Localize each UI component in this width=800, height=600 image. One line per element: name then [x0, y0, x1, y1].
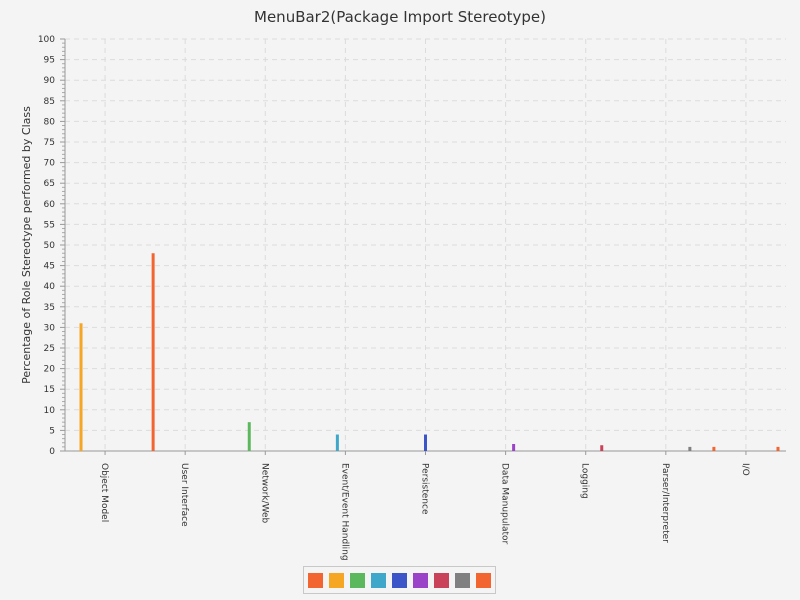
legend-swatch [392, 572, 407, 588]
y-tick-label: 25 [44, 344, 55, 354]
y-tick-label: 80 [44, 117, 56, 127]
y-axis-label: Percentage of Role Stereotype performed … [20, 106, 33, 384]
legend-swatch [434, 572, 449, 588]
y-tick-label: 20 [44, 365, 56, 375]
x-tick-label: Data Manupulator [500, 463, 510, 545]
legend-swatch [476, 572, 491, 588]
bar [247, 422, 251, 451]
y-tick-label: 100 [38, 35, 55, 45]
y-tick-label: 5 [49, 426, 55, 436]
legend-swatch [329, 572, 344, 588]
legend [303, 566, 496, 594]
y-tick-label: 75 [44, 138, 55, 148]
x-tick-label: Persistence [420, 463, 430, 515]
x-tick-label: Logging [580, 463, 590, 499]
chart-title: MenuBar2(Package Import Stereotype) [254, 8, 546, 26]
bar [151, 253, 155, 451]
bar [712, 446, 716, 451]
bar [600, 445, 604, 451]
y-tick-label: 70 [44, 159, 56, 169]
bar-layer [79, 253, 780, 451]
y-tick-label: 10 [44, 406, 56, 416]
x-tick-label: User Interface [179, 463, 189, 527]
axis-layer: 0 5 10 15 20 25 30 35 40 45 50 55 60 65 70 75 80 85 90 95 10… [38, 35, 786, 561]
legend-swatch [371, 572, 386, 588]
y-tick-label: 15 [44, 385, 55, 395]
x-tick-label: Event/Event Handling [339, 463, 349, 561]
legend-swatch [350, 572, 365, 588]
y-tick-label: 55 [44, 220, 55, 230]
bar [776, 446, 780, 451]
bar [688, 446, 692, 451]
y-tick-label: 0 [49, 447, 55, 457]
y-tick-label: 85 [44, 97, 55, 107]
y-tick-label: 50 [44, 241, 56, 251]
x-tick-label: Network/Web [259, 463, 269, 524]
y-tick-label: 60 [44, 200, 56, 210]
y-tick-label: 35 [44, 303, 55, 313]
y-tick-label: 95 [44, 56, 55, 66]
y-tick-label: 65 [44, 179, 55, 189]
bar [512, 443, 516, 451]
bar [424, 434, 427, 451]
legend-swatch [413, 572, 428, 588]
y-tick-label: 90 [44, 76, 56, 86]
x-tick-label: Object Model [99, 463, 109, 522]
y-tick-label: 45 [44, 262, 55, 272]
bar [335, 434, 339, 451]
grid-layer [65, 38, 786, 452]
bar [79, 323, 83, 451]
x-tick-label: I/O [740, 463, 750, 476]
x-tick-label: Parser/Interpreter [660, 463, 670, 543]
y-tick-label: 30 [44, 323, 56, 333]
legend-swatch [455, 572, 470, 588]
y-tick-label: 40 [44, 282, 56, 292]
legend-swatch [308, 572, 323, 588]
